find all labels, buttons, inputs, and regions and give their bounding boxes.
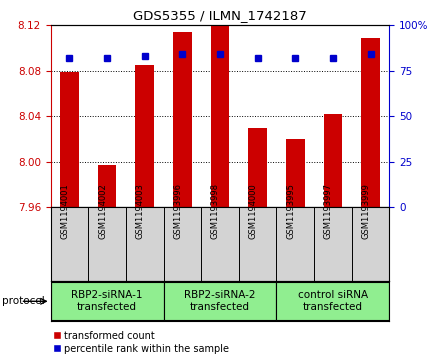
Bar [248, 127, 267, 207]
Text: GSM1194003: GSM1194003 [136, 183, 145, 238]
Bar [361, 38, 380, 207]
Text: control siRNA
transfected: control siRNA transfected [298, 290, 368, 312]
Bar [276, 282, 389, 321]
Bar [286, 139, 305, 207]
Text: GSM1194002: GSM1194002 [98, 183, 107, 238]
Text: GSM1193997: GSM1193997 [324, 183, 333, 238]
Legend: transformed count, percentile rank within the sample: transformed count, percentile rank withi… [49, 327, 233, 358]
Text: GDS5355 / ILMN_1742187: GDS5355 / ILMN_1742187 [133, 9, 307, 22]
Text: GSM1194000: GSM1194000 [249, 183, 258, 238]
Text: RBP2-siRNA-2
transfected: RBP2-siRNA-2 transfected [184, 290, 256, 312]
Bar [211, 25, 229, 207]
Bar [98, 165, 117, 207]
Bar [164, 282, 276, 321]
Text: protocol: protocol [2, 296, 45, 306]
Bar [136, 65, 154, 207]
Text: RBP2-siRNA-1
transfected: RBP2-siRNA-1 transfected [71, 290, 143, 312]
Text: GSM1193999: GSM1193999 [362, 183, 370, 238]
Bar [51, 282, 164, 321]
Text: GSM1194001: GSM1194001 [60, 183, 70, 238]
Text: GSM1193996: GSM1193996 [173, 183, 182, 238]
Text: GSM1193995: GSM1193995 [286, 183, 295, 238]
Bar [60, 72, 79, 207]
Text: GSM1193998: GSM1193998 [211, 183, 220, 238]
Bar [323, 114, 342, 207]
Bar [173, 32, 192, 207]
